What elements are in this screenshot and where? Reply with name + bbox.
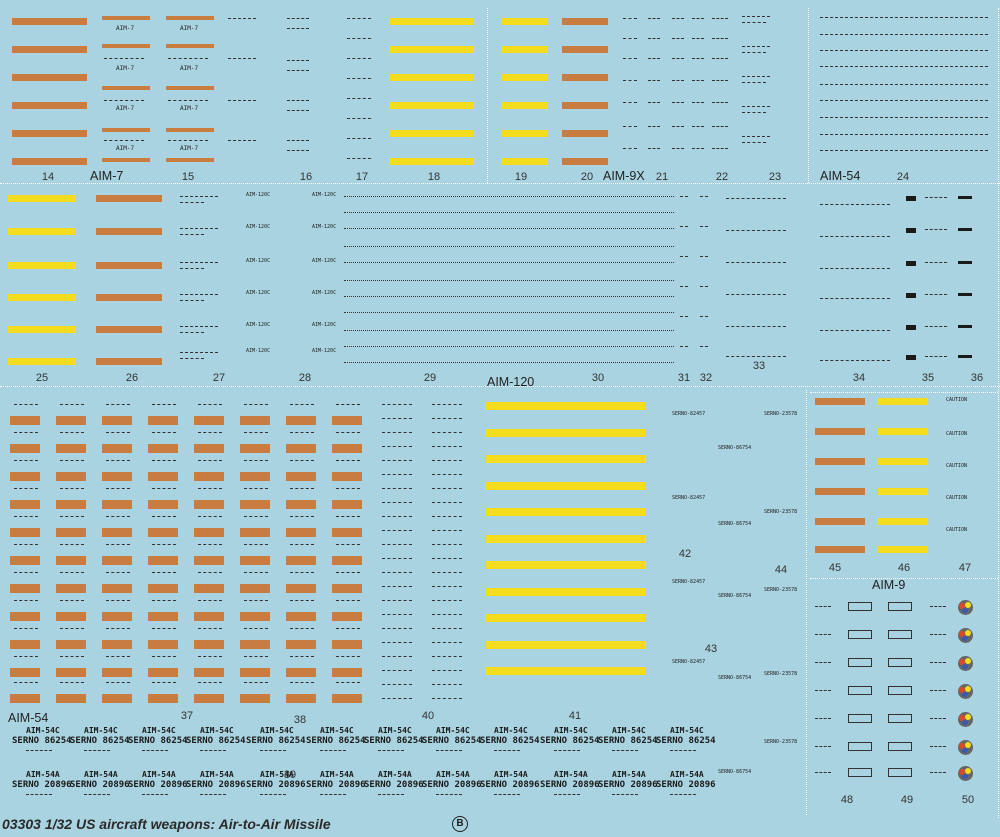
section-divider — [806, 390, 807, 815]
decal-number-43: 43 — [704, 643, 718, 655]
decal-number-16: 16 — [299, 171, 313, 183]
decal-number-38: 38 — [293, 714, 307, 726]
decal-number-34: 34 — [852, 372, 866, 384]
decal-number-17: 17 — [355, 171, 369, 183]
decal-number-30: 30 — [591, 372, 605, 384]
decal-number-41: 41 — [568, 710, 582, 722]
aim54-top-label: AIM-54 — [820, 169, 861, 183]
orange-stripe — [12, 46, 87, 53]
aim9x-label: AIM-9X — [603, 169, 645, 183]
orange-stripe — [12, 130, 87, 137]
decal-number-40: 40 — [421, 710, 435, 722]
decal-number-45: 45 — [828, 562, 842, 574]
decal-number-25: 25 — [35, 372, 49, 384]
decal-number-37: 37 — [180, 710, 194, 722]
aim54-bottom-label: AIM-54 — [8, 711, 49, 725]
decal-number-44: 44 — [774, 564, 788, 576]
aim9-label: AIM-9 — [872, 578, 906, 592]
orange-stripe — [12, 158, 87, 165]
decal-number-42: 42 — [678, 548, 692, 560]
section-divider — [810, 392, 998, 393]
sheet-title: 03303 1/32 US aircraft weapons: Air-to-A… — [2, 816, 331, 832]
decal-number-15: 15 — [181, 171, 195, 183]
decal-number-23: 23 — [768, 171, 782, 183]
decal-number-50: 50 — [961, 794, 975, 806]
decal-number-47: 47 — [958, 562, 972, 574]
orange-stripe — [12, 18, 87, 25]
decal-number-48: 48 — [840, 794, 854, 806]
decal-number-31: 31 — [677, 372, 691, 384]
orange-stripe — [12, 74, 87, 81]
section-divider — [0, 183, 1000, 184]
orange-stripe — [12, 102, 87, 109]
decal-number-28: 28 — [298, 372, 312, 384]
decal-number-21: 21 — [655, 171, 669, 183]
decal-number-32: 32 — [699, 372, 713, 384]
sheet-mark: B — [452, 816, 468, 832]
section-divider — [810, 578, 998, 579]
decal-number-27: 27 — [212, 372, 226, 384]
section-divider — [998, 8, 999, 818]
decal-number-19: 19 — [514, 171, 528, 183]
decal-number-36: 36 — [970, 372, 984, 384]
section-divider — [808, 8, 809, 183]
decal-number-14: 14 — [41, 171, 55, 183]
decal-number-46: 46 — [897, 562, 911, 574]
aim120-label: AIM-120 — [487, 375, 535, 389]
decal-number-18: 18 — [427, 171, 441, 183]
decal-number-35: 35 — [921, 372, 935, 384]
decal-number-33: 33 — [752, 360, 766, 372]
decal-number-49: 49 — [900, 794, 914, 806]
section-divider — [0, 386, 1000, 387]
decal-number-39: 39 — [283, 769, 297, 781]
aim7-label: AIM-7 — [90, 169, 124, 183]
decal-number-20: 20 — [580, 171, 594, 183]
decal-number-22: 22 — [715, 171, 729, 183]
decal-number-29: 29 — [423, 372, 437, 384]
decal-number-24: 24 — [896, 171, 910, 183]
section-divider — [487, 8, 488, 183]
decal-number-26: 26 — [125, 372, 139, 384]
